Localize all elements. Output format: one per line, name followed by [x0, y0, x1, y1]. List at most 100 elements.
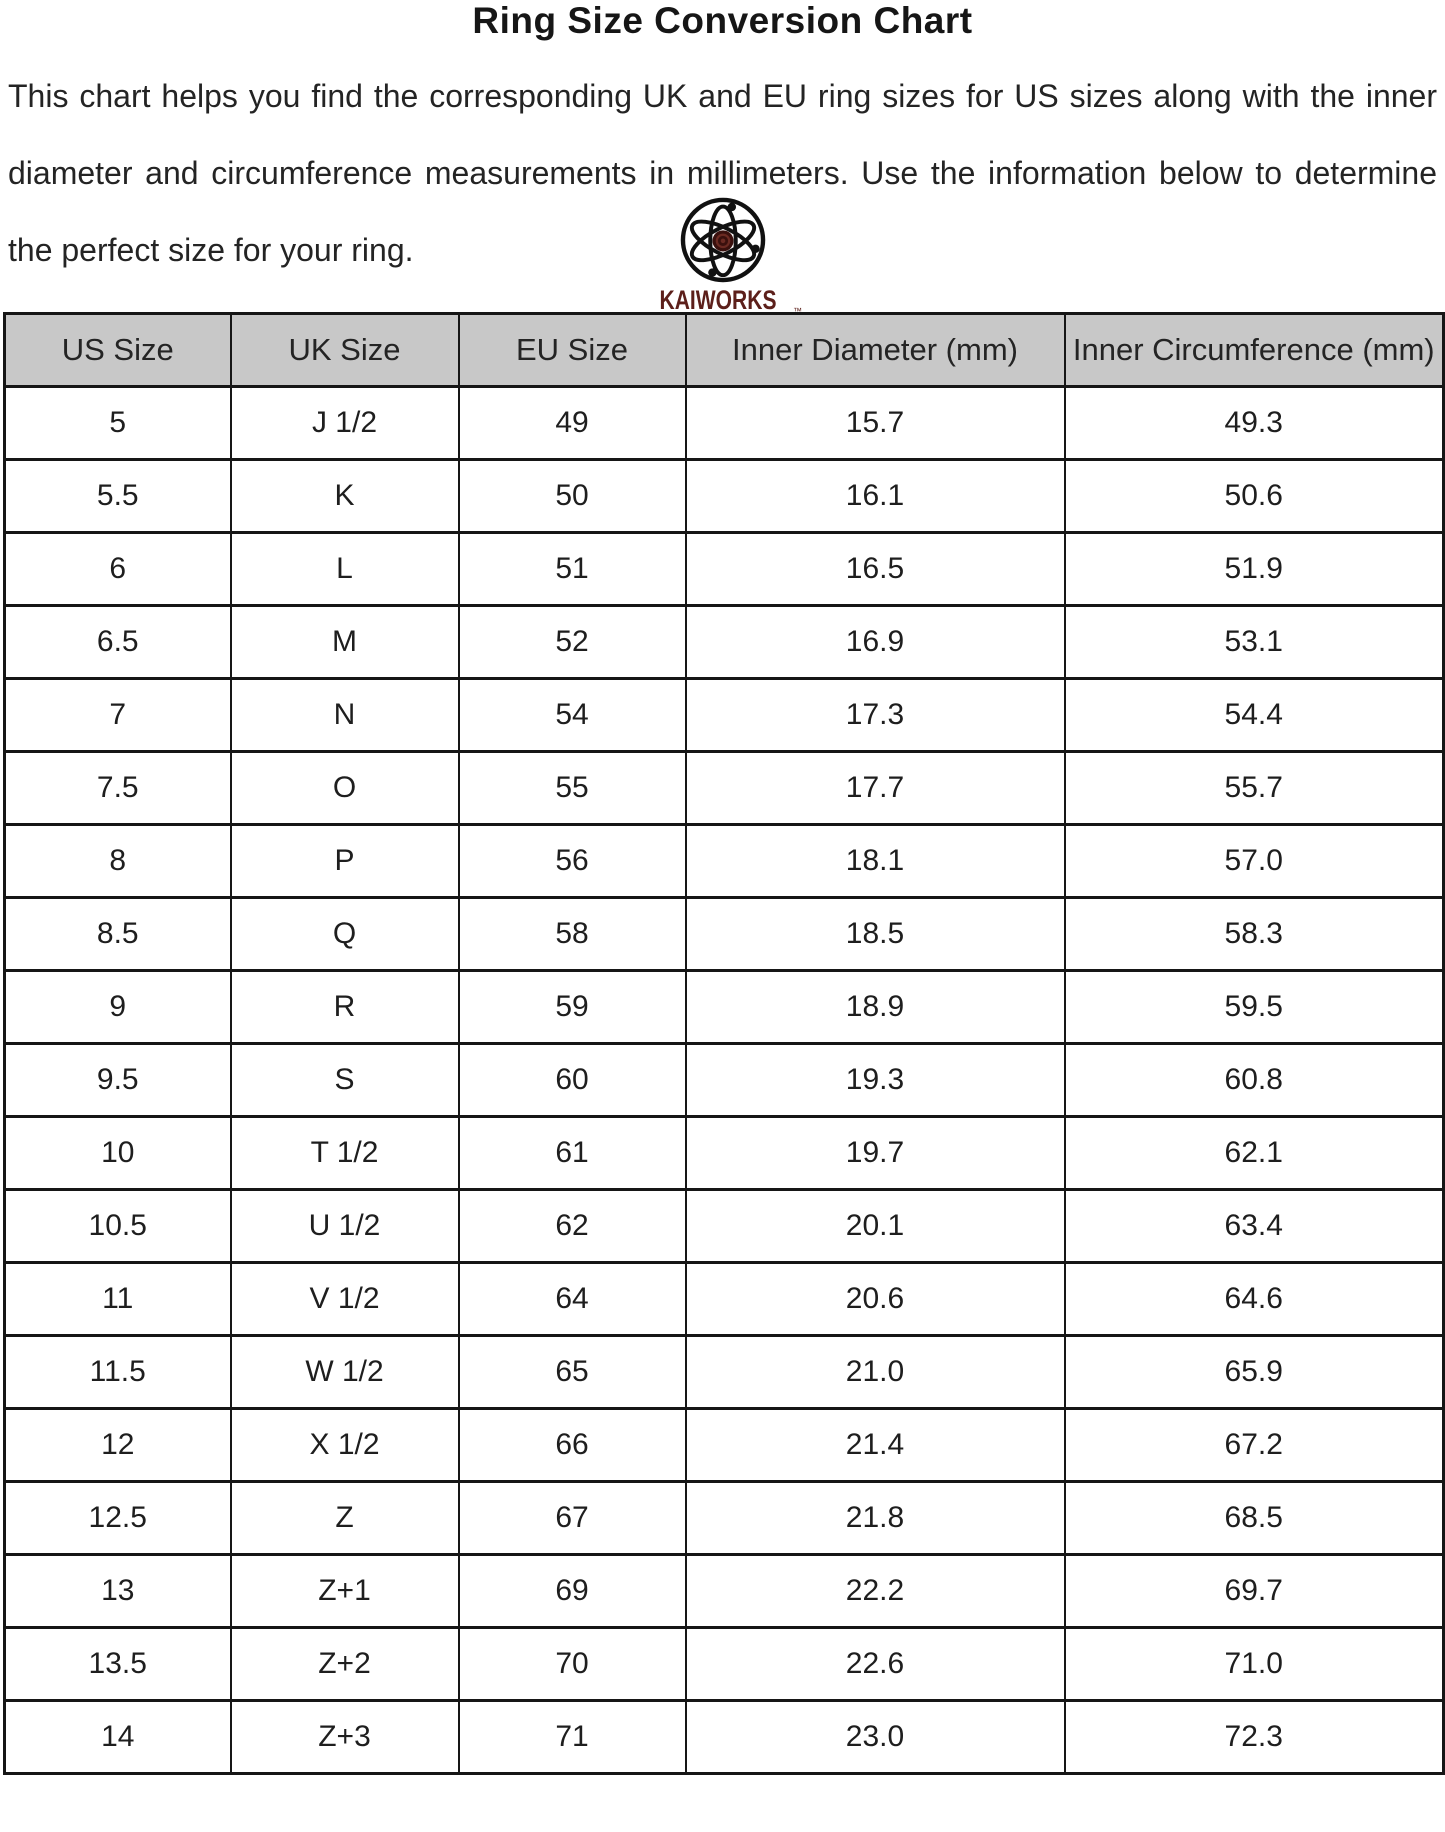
page-title: Ring Size Conversion Chart [472, 0, 973, 41]
table-cell: 15.7 [684, 385, 1066, 461]
table-cell: 58 [457, 896, 687, 972]
table-row: 10.5 U 1/2 62 20.1 63.4 [3, 1188, 1445, 1264]
table-cell: 51.9 [1063, 531, 1445, 607]
table-row: 8 P 56 18.1 57.0 [3, 823, 1445, 899]
table-cell: 11.5 [3, 1334, 232, 1410]
table-cell: 50.6 [1063, 458, 1445, 534]
table-cell: 11 [3, 1261, 232, 1337]
table-cell: 13 [3, 1553, 232, 1629]
table-cell: N [229, 677, 460, 753]
table-cell: 67.2 [1063, 1407, 1445, 1483]
table-cell: S [229, 1042, 460, 1118]
table-row: 14 Z+3 71 23.0 72.3 [3, 1699, 1445, 1775]
table-cell: 20.1 [684, 1188, 1066, 1264]
conversion-table: US Size UK Size EU Size Inner Diameter (mm)… [3, 312, 1445, 1775]
table-cell: O [229, 750, 460, 826]
header-row: US Size UK Size EU Size Inner Diameter (mm)… [3, 312, 1445, 388]
table-cell: 10.5 [3, 1188, 232, 1264]
table-cell: 64 [457, 1261, 687, 1337]
table-cell: U 1/2 [229, 1188, 460, 1264]
table-row: 9 R 59 18.9 59.5 [3, 969, 1445, 1045]
table-cell: 5 [3, 385, 232, 461]
column-header: EU Size [457, 312, 687, 388]
table-cell: 5.5 [3, 458, 232, 534]
table-cell: 59 [457, 969, 687, 1045]
table-row: 8.5 Q 58 18.5 58.3 [3, 896, 1445, 972]
table-cell: 61 [457, 1115, 687, 1191]
table-cell: 64.6 [1063, 1261, 1445, 1337]
table-cell: 51 [457, 531, 687, 607]
table-cell: V 1/2 [229, 1261, 460, 1337]
table-row: 9.5 S 60 19.3 60.8 [3, 1042, 1445, 1118]
table-cell: 58.3 [1063, 896, 1445, 972]
table-cell: 8.5 [3, 896, 232, 972]
table-cell: Z+1 [229, 1553, 460, 1629]
table-row: 7.5 O 55 17.7 55.7 [3, 750, 1445, 826]
table-cell: 22.2 [684, 1553, 1066, 1629]
table-cell: 70 [457, 1626, 687, 1702]
table-cell: 68.5 [1063, 1480, 1445, 1556]
column-header: Inner Diameter (mm) [684, 312, 1066, 388]
table-row: 12.5 Z 67 21.8 68.5 [3, 1480, 1445, 1556]
table-cell: 9.5 [3, 1042, 232, 1118]
column-header: US Size [3, 312, 232, 388]
table-cell: 49.3 [1063, 385, 1445, 461]
table-cell: 50 [457, 458, 687, 534]
table-cell: 14 [3, 1699, 232, 1775]
table-cell: J 1/2 [229, 385, 460, 461]
table-cell: W 1/2 [229, 1334, 460, 1410]
table-cell: 18.9 [684, 969, 1066, 1045]
table-cell: 71 [457, 1699, 687, 1775]
table-row: 11 V 1/2 64 20.6 64.6 [3, 1261, 1445, 1337]
table-cell: 54 [457, 677, 687, 753]
table-cell: 18.5 [684, 896, 1066, 972]
trademark-symbol: ™ [793, 306, 802, 316]
atom-logo-icon [643, 196, 803, 284]
table-cell: 63.4 [1063, 1188, 1445, 1264]
table-cell: Z+3 [229, 1699, 460, 1775]
table-cell: 6.5 [3, 604, 232, 680]
table-cell: 71.0 [1063, 1626, 1445, 1702]
table-cell: 8 [3, 823, 232, 899]
table-cell: 16.9 [684, 604, 1066, 680]
table-cell: 72.3 [1063, 1699, 1445, 1775]
table-cell: 6 [3, 531, 232, 607]
table-cell: 65 [457, 1334, 687, 1410]
table-cell: 21.8 [684, 1480, 1066, 1556]
table-cell: 22.6 [684, 1626, 1066, 1702]
table-cell: 69 [457, 1553, 687, 1629]
table-cell: 21.4 [684, 1407, 1066, 1483]
table-row: 12 X 1/2 66 21.4 67.2 [3, 1407, 1445, 1483]
table-cell: 12.5 [3, 1480, 232, 1556]
table-cell: 23.0 [684, 1699, 1066, 1775]
table-cell: 18.1 [684, 823, 1066, 899]
table-cell: 21.0 [684, 1334, 1066, 1410]
table-row: 11.5 W 1/2 65 21.0 65.9 [3, 1334, 1445, 1410]
table-cell: 20.6 [684, 1261, 1066, 1337]
table-cell: 16.1 [684, 458, 1066, 534]
table-cell: 12 [3, 1407, 232, 1483]
table-cell: 54.4 [1063, 677, 1445, 753]
table-cell: 62.1 [1063, 1115, 1445, 1191]
table-row: 5.5 K 50 16.1 50.6 [3, 458, 1445, 534]
table-cell: 65.9 [1063, 1334, 1445, 1410]
table-row: 13 Z+1 69 22.2 69.7 [3, 1553, 1445, 1629]
table-cell: 66 [457, 1407, 687, 1483]
table-cell: T 1/2 [229, 1115, 460, 1191]
table-cell: 49 [457, 385, 687, 461]
table-cell: 59.5 [1063, 969, 1445, 1045]
table-cell: 56 [457, 823, 687, 899]
column-header: Inner Circumference (mm) [1063, 312, 1445, 388]
table-cell: L [229, 531, 460, 607]
column-header: UK Size [229, 312, 460, 388]
table-cell: 52 [457, 604, 687, 680]
table-row: 13.5 Z+2 70 22.6 71.0 [3, 1626, 1445, 1702]
table-cell: 19.7 [684, 1115, 1066, 1191]
table-cell: K [229, 458, 460, 534]
table-cell: M [229, 604, 460, 680]
brand-logo: KAIWORKS ™ [643, 196, 803, 316]
table-cell: 10 [3, 1115, 232, 1191]
table-cell: 55 [457, 750, 687, 826]
table-cell: 17.7 [684, 750, 1066, 826]
